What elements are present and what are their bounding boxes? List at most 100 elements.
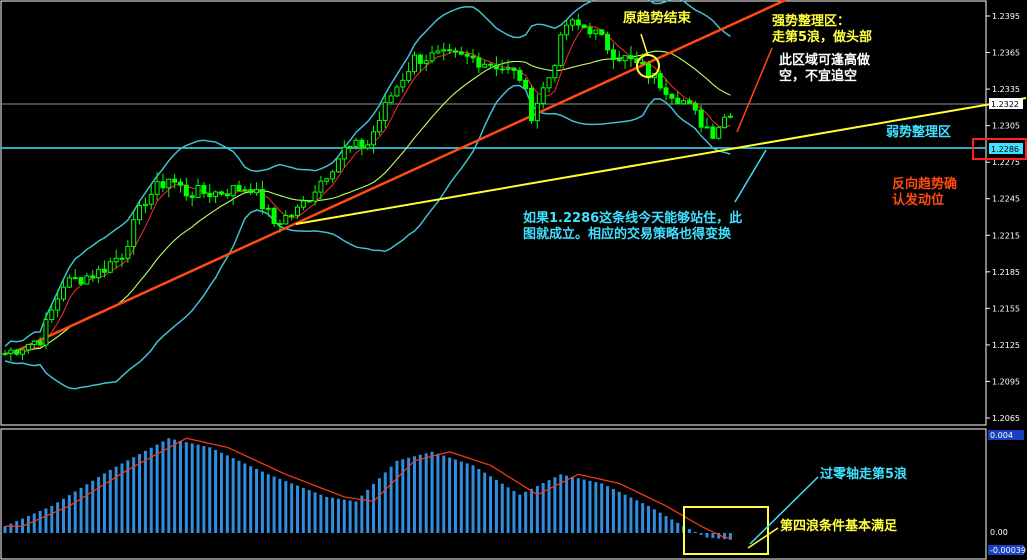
price-axis: 1.2395 1.2365 1.2335 1.2305 1.2275 1.2245 1.22… [986, 12, 1020, 423]
bull-candle [722, 116, 728, 129]
macd-bar [647, 505, 650, 533]
price-tick-label: 1.2305 [992, 122, 1020, 131]
bull-candle [113, 257, 119, 263]
macd-bar [143, 450, 147, 533]
bull-candle [400, 79, 406, 88]
macd-bar [699, 533, 703, 535]
macd-bar [231, 458, 235, 533]
current-price-box [989, 98, 1023, 109]
bear-candle [640, 61, 646, 65]
annotation-zero-cross: 过零轴走第5浪 [820, 466, 907, 482]
macd-bar [208, 447, 212, 533]
macd-bar [120, 463, 124, 533]
bull-candle [324, 178, 330, 182]
pointer-trend-end [640, 33, 649, 57]
annotation-strong-2: 走第5浪，做头部 [772, 29, 872, 45]
bull-candle [482, 63, 488, 68]
bull-candle [376, 119, 382, 133]
macd-bar [348, 500, 352, 533]
bollinger-middle [4, 50, 731, 355]
bull-candle [131, 219, 137, 247]
price-tick-label: 1.2275 [992, 158, 1020, 167]
bear-candle [172, 178, 178, 183]
macd-bar [284, 481, 288, 533]
macd-bar [377, 478, 381, 533]
macd-bar [594, 482, 598, 533]
bull-candle [142, 203, 148, 207]
bear-candle [646, 63, 651, 79]
macd-bar [173, 439, 177, 533]
bull-candle [43, 319, 49, 346]
macd-bar [272, 476, 276, 533]
bull-candle [540, 87, 546, 104]
bear-candle [101, 268, 107, 273]
bull-candle [20, 349, 26, 355]
bull-candle [289, 214, 295, 217]
macd-bar [611, 489, 615, 533]
macd-bar [711, 533, 715, 539]
bull-candle [681, 100, 687, 105]
macd-bar [161, 441, 165, 533]
bear-candle [201, 185, 207, 194]
macd-bar [424, 453, 428, 533]
bull-candle [365, 144, 371, 149]
bear-candle [616, 58, 622, 62]
bear-candle [476, 57, 482, 68]
macd-bar [190, 443, 194, 533]
bear-candle [692, 102, 698, 111]
macd-bar [471, 465, 475, 533]
bull-candle [423, 60, 429, 64]
annotation-high-short-2: 空，不宜追空 [779, 68, 857, 84]
bear-candle [499, 68, 505, 71]
bull-candle [318, 180, 324, 193]
price-tick-label: 1.2245 [992, 195, 1020, 204]
bull-candle [31, 340, 37, 346]
macd-histogram [3, 437, 732, 540]
macd-bar [641, 503, 645, 533]
price-tick-label: 1.2155 [992, 304, 1020, 313]
bull-candle [546, 77, 552, 89]
macd-tick-box [988, 527, 1024, 537]
macd-bar [723, 533, 727, 540]
red-trend-line [13, 0, 789, 354]
macd-bar [62, 498, 65, 533]
bollinger-upper [4, 0, 731, 347]
macd-bar [670, 519, 674, 533]
macd-bar [588, 480, 592, 533]
macd-bar [629, 497, 633, 533]
macd-bar [413, 456, 416, 533]
bull-candle [341, 146, 347, 160]
macd-bar [494, 479, 498, 533]
bear-candle [610, 49, 616, 60]
macd-bar [565, 475, 569, 533]
bull-candle [388, 95, 394, 103]
macd-tick-label: -0.00039 [990, 546, 1026, 555]
bear-candle [224, 193, 230, 197]
macd-bar [38, 511, 42, 533]
macd-bar [196, 444, 200, 533]
macd-bar [489, 476, 493, 533]
bull-candle [107, 261, 113, 273]
macd-bar [260, 471, 264, 533]
yellow-trend-line [295, 97, 1027, 225]
macd-bar [85, 484, 89, 533]
bull-candle [347, 145, 353, 148]
macd-bar [319, 494, 323, 533]
macd-bar [360, 495, 364, 533]
bollinger-lower [4, 84, 731, 390]
macd-bar [512, 490, 516, 533]
macd-bar [255, 468, 259, 533]
bear-candle [686, 100, 692, 104]
price-panel-border [0, 0, 987, 426]
bear-candle [575, 19, 581, 26]
bear-candle [277, 223, 283, 226]
annotation-weak: 弱势整理区 [886, 124, 951, 140]
bear-candle [178, 181, 183, 186]
macd-bar [149, 447, 153, 533]
macd-bar [623, 494, 627, 533]
bear-candle [470, 55, 476, 59]
macd-bar [138, 454, 142, 533]
macd-bar [530, 488, 533, 533]
macd-bar [336, 498, 340, 533]
